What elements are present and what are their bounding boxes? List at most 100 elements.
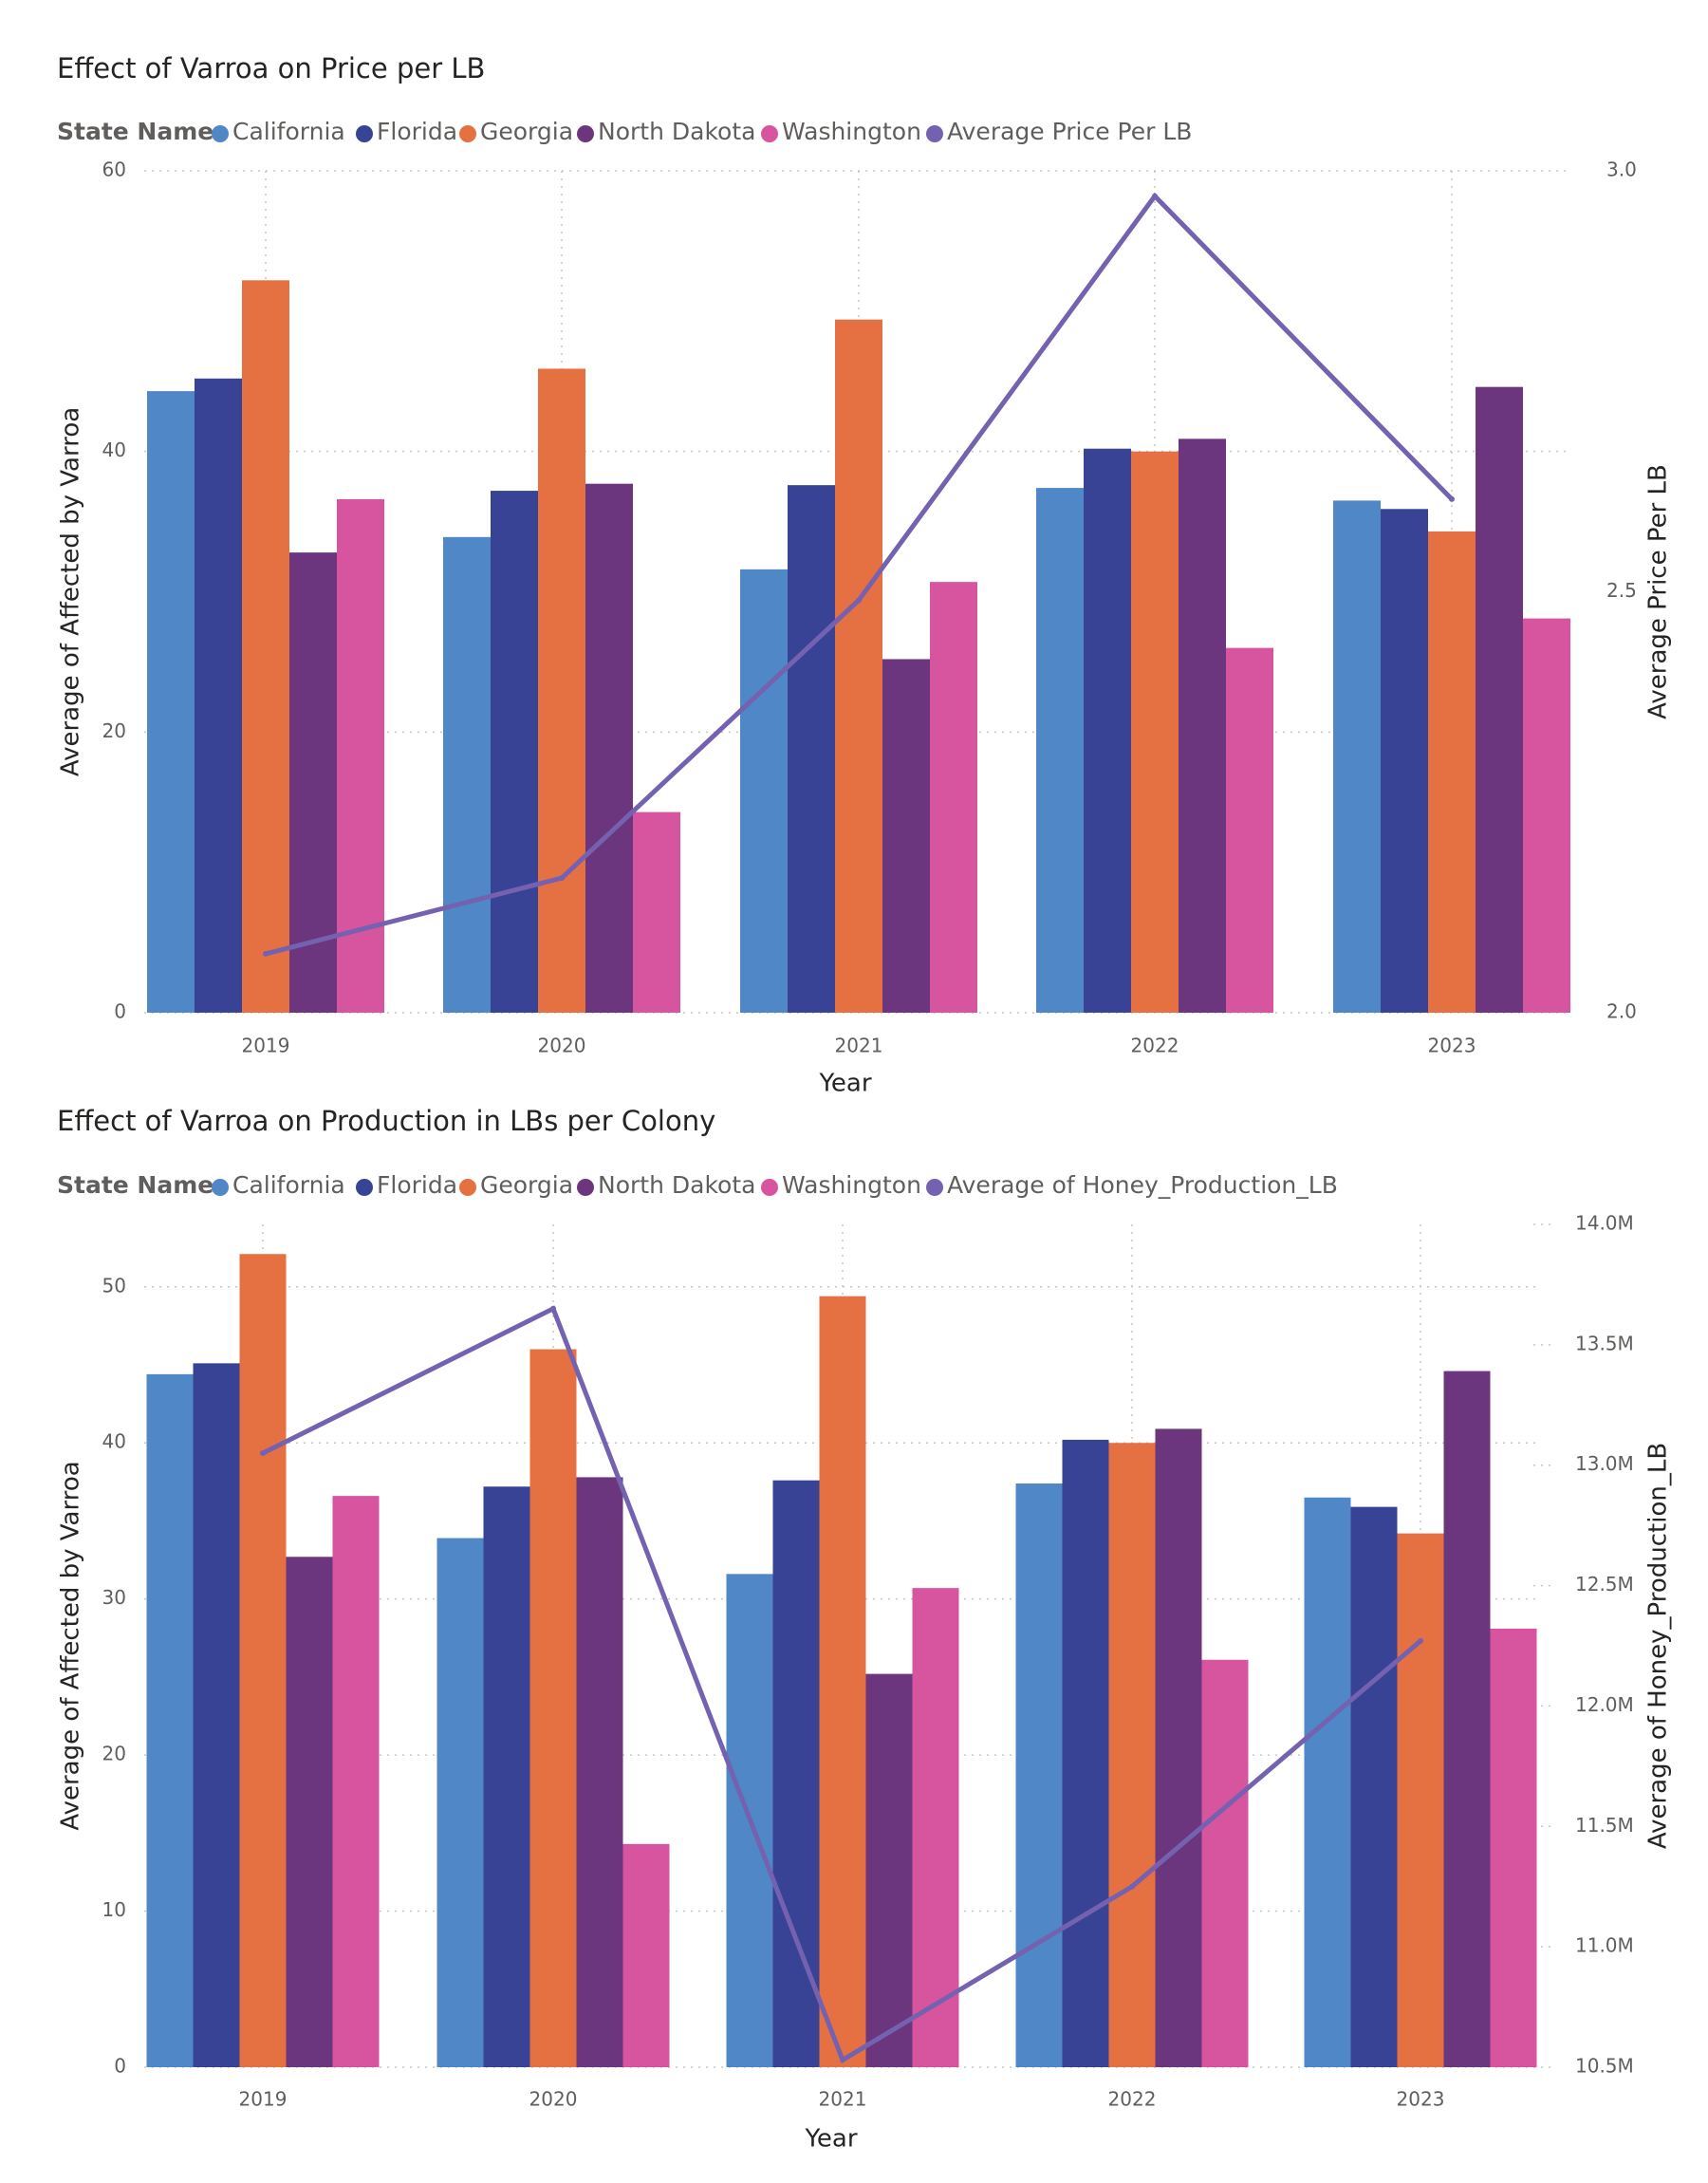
chart-2-bar-north-dakota-2019[interactable] — [286, 1557, 333, 2067]
chart-1-bar-washington-2022[interactable] — [1226, 647, 1273, 1013]
chart-1-y2-axis-title: Average Price Per LB — [1644, 464, 1673, 719]
chart-2-y2-tick-13-0m: 13.0M — [1575, 1452, 1634, 1475]
chart-1-bar-north-dakota-2023[interactable] — [1476, 386, 1523, 1013]
chart-2-bar-washington-2023[interactable] — [1490, 1628, 1537, 2067]
chart-1-y-tick-20: 20 — [102, 719, 126, 742]
chart-1-bar-florida-2020[interactable] — [491, 491, 538, 1013]
chart-1-bar-georgia-2019[interactable] — [242, 280, 289, 1013]
chart-1-y-tick-0: 0 — [114, 1000, 126, 1023]
chart-1-line-point-2019[interactable] — [263, 950, 269, 957]
chart-2-bar-georgia-2022[interactable] — [1108, 1443, 1156, 2067]
chart-2-line-point-2022[interactable] — [1129, 1883, 1135, 1890]
chart-2-legend-marker-average-of-honey-production-lb — [926, 1179, 943, 1196]
chart-1-legend-label-florida: Florida — [377, 118, 457, 145]
chart-1-line-point-2021[interactable] — [856, 597, 862, 604]
chart-2-x-tick-2020: 2020 — [529, 2088, 578, 2111]
chart-1-bar-washington-2021[interactable] — [930, 582, 977, 1013]
chart-1-legend-item-california[interactable]: California — [212, 118, 345, 145]
chart-1-bar-georgia-2021[interactable] — [835, 319, 882, 1013]
chart-2-bar-florida-2019[interactable] — [193, 1363, 240, 2067]
chart-2-bar-california-2023[interactable] — [1304, 1497, 1351, 2067]
chart-2-bar-florida-2020[interactable] — [483, 1486, 530, 2067]
chart-2-legend-item-north-dakota[interactable]: North Dakota — [577, 1171, 755, 1199]
chart-1-bar-georgia-2023[interactable] — [1428, 531, 1476, 1013]
chart-2-legend-label-florida: Florida — [377, 1171, 457, 1199]
chart-2-bar-north-dakota-2020[interactable] — [576, 1477, 623, 2067]
chart-2-bar-georgia-2023[interactable] — [1397, 1533, 1444, 2067]
chart-1-bar-florida-2023[interactable] — [1381, 509, 1428, 1013]
chart-1-bar-california-2023[interactable] — [1333, 500, 1381, 1013]
chart-1-legend-marker-florida — [356, 125, 373, 142]
chart-2-bar-georgia-2020[interactable] — [529, 1349, 577, 2067]
chart-2-bar-florida-2022[interactable] — [1062, 1439, 1109, 2067]
chart-1-legend: State Name California Florida Georgia North … — [57, 118, 1192, 145]
chart-1-bar-georgia-2022[interactable] — [1131, 451, 1179, 1014]
chart-1-line-point-2023[interactable] — [1449, 495, 1455, 502]
chart-1-bar-washington-2020[interactable] — [633, 812, 680, 1013]
chart-2-bar-georgia-2019[interactable] — [239, 1254, 287, 2067]
chart-1-legend-item-washington[interactable]: Washington — [761, 118, 921, 145]
chart-1-bar-california-2020[interactable] — [443, 536, 491, 1013]
chart-1-bar-georgia-2020[interactable] — [538, 368, 585, 1013]
chart-2-bar-washington-2021[interactable] — [912, 1588, 959, 2067]
chart-2-bar-north-dakota-2022[interactable] — [1155, 1428, 1202, 2067]
chart-1-bar-florida-2022[interactable] — [1084, 448, 1131, 1014]
chart-1-bar-north-dakota-2021[interactable] — [882, 659, 930, 1013]
chart-1-legend-item-florida[interactable]: Florida — [356, 118, 457, 145]
chart-1-x-tick-2020: 2020 — [538, 1035, 586, 1057]
chart-2-legend-label-georgia: Georgia — [480, 1171, 573, 1199]
chart-2-line-point-2021[interactable] — [840, 2057, 845, 2063]
chart-1-bar-north-dakota-2022[interactable] — [1179, 438, 1226, 1013]
chart-2-bar-california-2020[interactable] — [436, 1538, 484, 2067]
chart-2-legend-item-average-of-honey-production-lb[interactable]: Average of Honey_Production_LB — [926, 1171, 1338, 1199]
chart-2-bar-georgia-2021[interactable] — [819, 1296, 866, 2067]
chart-1-legend-item-average-price-per-lb[interactable]: Average Price Per LB — [926, 118, 1192, 145]
chart-2-legend-item-georgia[interactable]: Georgia — [459, 1171, 573, 1199]
chart-2-legend-item-california[interactable]: California — [212, 1171, 345, 1199]
chart-1-line-point-2022[interactable] — [1152, 193, 1158, 199]
chart-2-legend-title: State Name — [57, 1171, 214, 1199]
chart-2-line-point-2020[interactable] — [550, 1305, 556, 1312]
chart-2-x-tick-2019: 2019 — [239, 2088, 288, 2111]
chart-2-legend-item-florida[interactable]: Florida — [356, 1171, 457, 1199]
chart-2-bar-washington-2022[interactable] — [1201, 1659, 1249, 2067]
chart-1-legend-marker-washington — [761, 125, 778, 142]
chart-2-y-tick-0: 0 — [114, 2055, 126, 2078]
chart-1-legend-label-washington: Washington — [782, 118, 921, 145]
chart-2-bar-california-2019[interactable] — [146, 1373, 194, 2067]
chart-1-bar-california-2021[interactable] — [740, 569, 788, 1013]
chart-1-legend-item-north-dakota[interactable]: North Dakota — [577, 118, 755, 145]
chart-2-legend-marker-washington — [761, 1179, 778, 1196]
chart-1-line-point-2020[interactable] — [559, 875, 565, 882]
chart-1-x-tick-2023: 2023 — [1428, 1035, 1476, 1057]
chart-2-bar-florida-2021[interactable] — [772, 1480, 820, 2067]
chart-2-bar-california-2022[interactable] — [1015, 1483, 1063, 2067]
chart-2-y-tick-50: 50 — [102, 1274, 126, 1297]
chart-2-line-point-2019[interactable] — [260, 1450, 266, 1457]
chart-1-bar-north-dakota-2020[interactable] — [585, 483, 633, 1013]
chart-1-legend-label-georgia: Georgia — [480, 118, 573, 145]
chart-1-bar-california-2019[interactable] — [147, 391, 195, 1013]
chart-2-line-point-2023[interactable] — [1418, 1637, 1423, 1644]
chart-2-legend-marker-north-dakota — [577, 1179, 594, 1196]
chart-2-y-axis-title: Average of Affected by Varroa — [57, 1461, 85, 1830]
chart-1-x-tick-2022: 2022 — [1131, 1035, 1179, 1057]
chart-2-bar-florida-2023[interactable] — [1350, 1506, 1398, 2067]
chart-1-bar-washington-2023[interactable] — [1523, 618, 1570, 1013]
chart-2-bar-washington-2020[interactable] — [622, 1843, 670, 2067]
chart-1-legend-marker-north-dakota — [577, 125, 594, 142]
chart-2-legend-label-average-of-honey-production-lb: Average of Honey_Production_LB — [947, 1171, 1338, 1199]
chart-1-bar-california-2022[interactable] — [1036, 488, 1084, 1013]
chart-2-legend-item-washington[interactable]: Washington — [761, 1171, 921, 1199]
chart-2-bar-washington-2019[interactable] — [332, 1496, 380, 2067]
chart-1-x-axis-title: Year — [818, 1070, 871, 1098]
chart-2-bar-north-dakota-2021[interactable] — [865, 1673, 913, 2067]
chart-1-legend-item-georgia[interactable]: Georgia — [459, 118, 573, 145]
chart-1-y-tick-60: 60 — [102, 159, 126, 181]
chart-1-bar-florida-2019[interactable] — [195, 378, 242, 1013]
chart-2-line-series — [260, 1305, 1423, 2064]
chart-2-legend-label-north-dakota: North Dakota — [598, 1171, 755, 1199]
chart-2-bar-north-dakota-2023[interactable] — [1443, 1371, 1491, 2067]
chart-1-bar-florida-2021[interactable] — [788, 485, 835, 1013]
chart-1-title: Effect of Varroa on Price per LB — [57, 52, 485, 84]
